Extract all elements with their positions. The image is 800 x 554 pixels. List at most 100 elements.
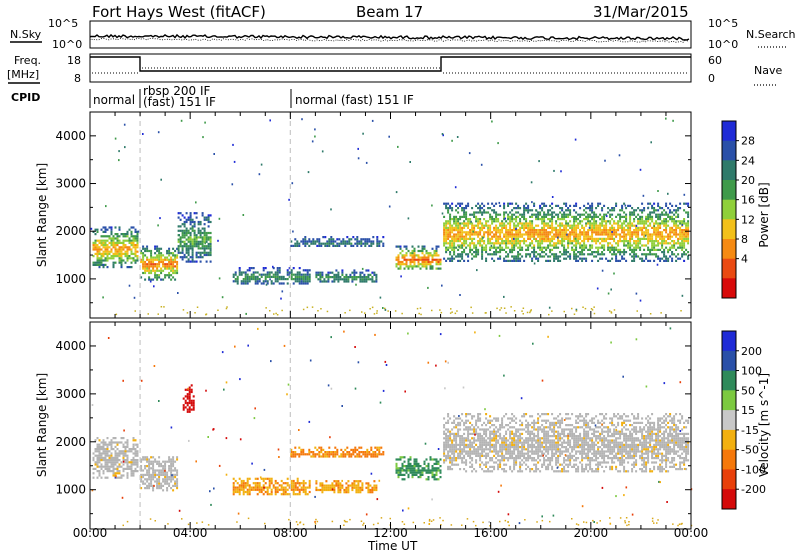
echo-cell (423, 247, 426, 250)
echo-cell (162, 258, 165, 261)
echo-cell (649, 251, 652, 254)
echo-cell (517, 231, 520, 234)
echo-cell (166, 476, 169, 479)
echo-cell (312, 453, 315, 456)
echo-cell (587, 220, 590, 223)
echo-cell (549, 237, 552, 240)
echo-cell (319, 280, 322, 283)
echo-cell (288, 275, 291, 278)
echo-cell (435, 473, 438, 476)
echo-cell (525, 240, 528, 243)
echo-cell (651, 215, 654, 218)
echo-cell (150, 476, 153, 479)
echo-cell (539, 233, 542, 236)
echo-cell (469, 213, 472, 216)
echo-cell (509, 202, 512, 205)
echo-cell (110, 445, 113, 448)
echo-cell (575, 202, 578, 205)
echo-cell (144, 473, 147, 476)
echo-cell (479, 244, 482, 247)
echo-cell (375, 280, 378, 283)
echo-cell (631, 224, 634, 227)
echo-cell (609, 229, 612, 232)
echo-cell (469, 428, 472, 431)
echo-cell (461, 202, 464, 205)
echo-cell (607, 244, 610, 247)
echo-cell (541, 207, 544, 210)
echo-cell (455, 443, 458, 446)
echo-cell (469, 421, 472, 424)
echo-cell (481, 428, 484, 431)
echo-cell (264, 482, 267, 485)
echo-cell (675, 259, 678, 262)
echo-cell (415, 473, 418, 476)
echo-cell (629, 224, 632, 227)
echo-cell (467, 430, 470, 433)
echo-cell (136, 452, 139, 455)
echo-cell (403, 267, 406, 270)
echo-cell (449, 233, 452, 236)
echo-cell (174, 482, 177, 485)
echo-cell (166, 482, 169, 485)
echo-cell (252, 278, 255, 281)
echo-cell (683, 233, 686, 236)
echo-cell (244, 278, 247, 281)
echo-cell (581, 220, 584, 223)
echo-cell (431, 254, 434, 257)
echo-cell (653, 233, 656, 236)
echo-cell (172, 462, 175, 465)
echo-cell (553, 242, 556, 245)
echo-cell (321, 484, 324, 487)
scatter-cell (269, 278, 271, 281)
echo-cell (525, 224, 528, 227)
echo-cell (154, 473, 157, 476)
echo-cell (463, 207, 466, 210)
echo-cell (647, 235, 650, 238)
echo-cell (368, 238, 371, 241)
echo-cell (561, 240, 564, 243)
echo-cell (449, 220, 452, 223)
echo-cell (515, 242, 518, 245)
echo-cell (322, 453, 325, 456)
echo-cell (168, 456, 171, 459)
echo-cell (337, 488, 340, 492)
echo-cell (246, 278, 249, 281)
echo-cell (477, 415, 480, 418)
echo-cell (581, 233, 584, 236)
echo-cell (635, 253, 638, 256)
echo-cell (152, 456, 155, 459)
echo-cell (187, 236, 190, 239)
echo-cell (475, 218, 478, 221)
echo-cell (685, 233, 688, 236)
echo-cell (140, 480, 143, 483)
echo-cell (197, 236, 200, 239)
echo-cell (451, 257, 454, 260)
echo-cell (128, 467, 131, 470)
echo-cell (495, 251, 498, 254)
echo-cell (413, 467, 416, 470)
echo-cell (323, 278, 326, 281)
echo-cell (195, 234, 198, 237)
echo-cell (495, 246, 498, 249)
echo-cell (455, 218, 458, 221)
echo-cell (104, 450, 107, 453)
near-range-cell (439, 309, 441, 311)
echo-cell (170, 263, 173, 266)
echo-cell (469, 222, 472, 225)
echo-cell (98, 452, 101, 455)
echo-cell (104, 226, 107, 229)
echo-cell (342, 240, 345, 243)
echo-cell (559, 218, 562, 221)
echo-cell (207, 218, 210, 221)
echo-cell (162, 478, 165, 481)
scatter-cell (142, 133, 144, 135)
echo-cell (631, 251, 634, 254)
echo-cell (268, 493, 271, 496)
echo-cell (615, 259, 618, 262)
echo-cell (100, 257, 103, 260)
echo-cell (679, 242, 682, 245)
echo-cell (419, 469, 422, 472)
echo-cell (170, 487, 173, 490)
echo-cell (382, 244, 385, 247)
echo-cell (497, 240, 500, 243)
